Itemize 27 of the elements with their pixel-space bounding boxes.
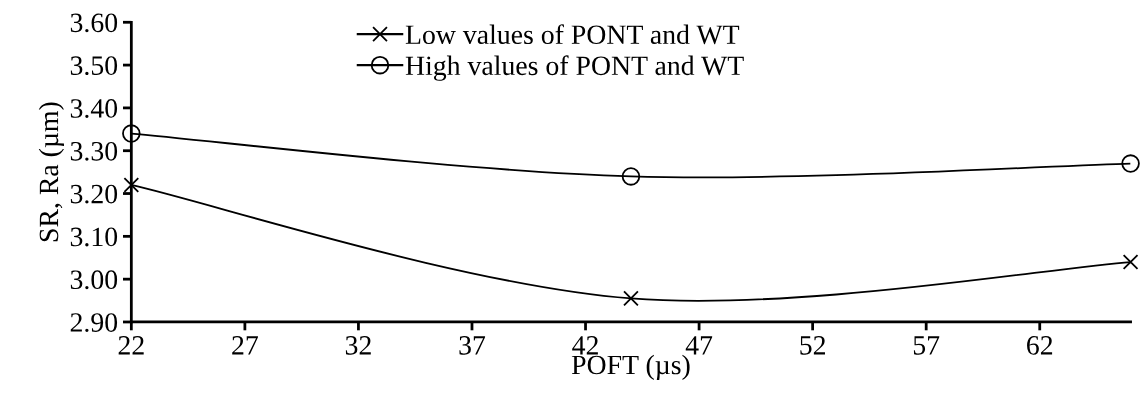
y-tick-label: 3.60 [70,13,118,33]
y-tick-label: 3.50 [70,56,118,76]
x-tick-label: 52 [800,336,825,355]
y-tick-label: 2.90 [70,313,118,333]
x-tick-label: 22 [118,336,144,355]
x-tick-label: 42 [572,336,598,355]
y-tick-label: 3.20 [70,184,118,204]
y-axis-title: SR, Ra (µm) [38,102,64,242]
x-tick-label: 37 [459,336,486,355]
point [623,290,639,307]
legend-label: High values of PONT and WT [405,55,744,81]
y-tick-label: 3.10 [70,227,118,247]
y-tick-label: 3.30 [70,141,118,161]
point [1121,154,1140,173]
x-tick-label: 47 [685,336,713,355]
x-tick-label: 62 [1027,336,1053,355]
y-tick-label: 3.40 [70,99,118,118]
x-axis-title: POFT (µs) [571,354,690,380]
point [1122,254,1139,270]
point [621,167,641,186]
x-tick-label: 57 [913,336,940,355]
x-tick-label: 27 [232,336,258,355]
legend-label: Low values of PONT and WT [405,24,740,45]
y-tick-label: 3.00 [70,270,118,290]
point [123,177,140,193]
point [122,124,141,143]
x-tick-label: 32 [345,336,371,355]
